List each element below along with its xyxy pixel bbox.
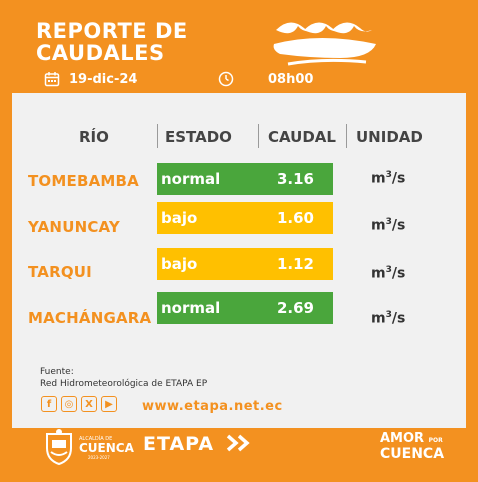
- source-label: Fuente:: [40, 367, 74, 377]
- unit-label: m3/s: [371, 265, 406, 282]
- column-header-rio: RÍO: [79, 128, 109, 146]
- term-years: 2023-2027: [88, 455, 110, 460]
- city-seal-icon: [46, 429, 72, 466]
- source-note: Fuente: Red Hidrometeorológica de ETAPA …: [40, 366, 207, 390]
- amor-label: AMOR: [380, 431, 425, 446]
- source-text: Red Hidrometeorológica de ETAPA EP: [40, 379, 208, 389]
- report-time: 08h00: [218, 70, 313, 88]
- caudal-value: 1.12: [258, 248, 333, 280]
- river-name-machangara: MACHÁNGARA: [28, 309, 152, 327]
- river-name-tomebamba: TOMEBAMBA: [28, 172, 139, 190]
- column-divider: [157, 124, 158, 148]
- caudal-value: 2.69: [258, 292, 333, 324]
- instagram-icon[interactable]: ◎: [61, 396, 77, 412]
- social-links: f ◎ X ▶: [41, 396, 117, 412]
- report-date: 19-dic-24: [44, 70, 137, 88]
- column-divider: [346, 124, 347, 148]
- title-line-2: CAUDALES: [36, 41, 165, 65]
- clock-icon: [218, 71, 234, 87]
- river-name-tarqui: TARQUI: [28, 263, 92, 281]
- youtube-icon[interactable]: ▶: [101, 396, 117, 412]
- estado-badge: normal: [157, 292, 258, 324]
- river-name-yanuncay: YANUNCAY: [28, 218, 120, 236]
- cuenca-label: CUENCA: [79, 441, 134, 455]
- estado-badge: bajo: [157, 248, 258, 280]
- caudal-value: 3.16: [258, 163, 333, 195]
- por-label: POR: [428, 437, 443, 444]
- column-header-estado: ESTADO: [165, 128, 232, 146]
- amor-cuenca-label: CUENCA: [380, 446, 445, 462]
- double-chevron-right-icon: [226, 434, 250, 452]
- unit-label: m3/s: [371, 217, 406, 234]
- website-link[interactable]: www.etapa.net.ec: [142, 399, 283, 414]
- column-header-caudal: CAUDAL: [268, 128, 336, 146]
- alcaldia-cuenca-logo: ALCALDÍA DE CUENCA 2023-2027: [42, 428, 142, 468]
- page-title: REPORTE DE CAUDALES: [36, 20, 188, 64]
- title-line-1: REPORTE DE: [36, 19, 188, 43]
- calendar-icon: [44, 72, 60, 87]
- time-value: 08h00: [268, 71, 314, 87]
- column-divider: [258, 124, 259, 148]
- etapa-label: ETAPA: [143, 433, 215, 455]
- caudal-value: 1.60: [258, 202, 333, 234]
- estado-badge: bajo: [157, 202, 258, 234]
- etapa-logo: ETAPA: [143, 433, 252, 455]
- unit-label: m3/s: [371, 310, 406, 327]
- column-header-unidad: UNIDAD: [356, 128, 423, 146]
- x-icon[interactable]: X: [81, 396, 97, 412]
- waves-icon: [273, 22, 376, 66]
- alcaldia-label: ALCALDÍA DE: [79, 436, 113, 442]
- unit-label: m3/s: [371, 170, 406, 187]
- amor-por-cuenca-logo: AMOR POR CUENCA: [380, 432, 444, 461]
- facebook-icon[interactable]: f: [41, 396, 57, 412]
- estado-badge: normal: [157, 163, 258, 195]
- date-value: 19-dic-24: [69, 71, 138, 87]
